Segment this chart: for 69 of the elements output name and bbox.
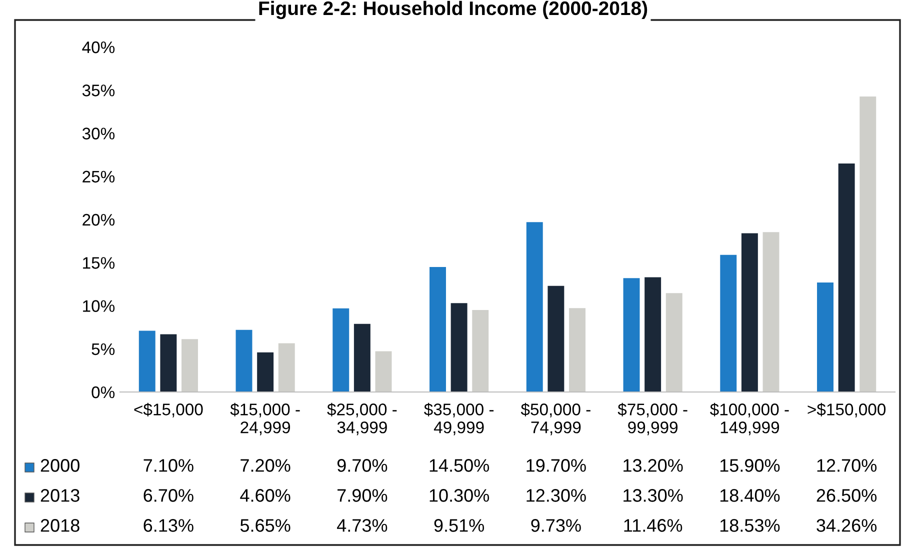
bar [278, 343, 295, 392]
data-label: 5.65% [240, 519, 290, 532]
legend-label: 2000 [40, 459, 80, 472]
data-label: 14.50% [430, 459, 490, 472]
data-label: 9.70% [337, 459, 388, 472]
data-label: 18.40% [720, 489, 780, 502]
x-tick-label: $25,000 - 34,999 [327, 402, 397, 436]
data-label: 7.90% [338, 489, 388, 502]
data-label: 7.10% [144, 459, 194, 472]
data-label: 15.90% [720, 459, 780, 472]
data-label: 9.51% [434, 519, 484, 532]
bar [817, 282, 834, 392]
data-label: 34.26% [816, 519, 877, 532]
bar [569, 308, 586, 392]
legend-label: 2018 [40, 519, 80, 532]
x-tick-label: $75,000 - 99,999 [618, 402, 688, 436]
bar [860, 96, 876, 392]
data-label: 10.30% [430, 489, 490, 502]
data-label: 11.46% [624, 519, 682, 532]
bar [472, 310, 489, 392]
data-label: 4.60% [240, 489, 290, 502]
bar [548, 286, 564, 392]
x-tick-label: <$15,000 [134, 402, 203, 418]
y-tick-label: 30% [82, 128, 115, 140]
data-label: 12.30% [526, 489, 586, 502]
data-label: 4.73% [337, 519, 388, 532]
chart-title: Figure 2-2: Household Income (2000-2018) [259, 0, 648, 20]
bar [623, 278, 640, 392]
y-tick-label: 20% [82, 214, 115, 226]
data-label: 13.20% [624, 459, 683, 472]
bar [354, 324, 370, 392]
y-tick-label: 40% [82, 41, 115, 54]
data-label: 19.70% [526, 459, 586, 472]
data-label: 6.70% [144, 489, 194, 502]
bar [332, 308, 350, 392]
bar [838, 163, 855, 392]
data-label: 13.30% [624, 489, 683, 502]
bar [182, 339, 198, 392]
y-tick-label: 15% [83, 257, 115, 269]
bar [762, 232, 780, 392]
bar [236, 330, 252, 392]
y-tick-label: 25% [82, 170, 115, 183]
bar [257, 352, 274, 392]
bar [160, 334, 177, 392]
bar [526, 222, 543, 392]
bar [375, 351, 392, 392]
data-label: 26.50% [816, 489, 877, 502]
data-label: 9.73% [531, 519, 581, 532]
data-label: 6.13% [144, 519, 194, 532]
x-tick-label: $15,000 - 24,999 [230, 402, 300, 436]
bar [720, 254, 737, 392]
x-tick-label: $50,000 - 74,999 [520, 402, 590, 436]
data-label: 12.70% [817, 459, 877, 472]
y-tick-label: 35% [82, 84, 115, 96]
bar [666, 293, 682, 392]
legend-label: 2013 [40, 489, 80, 502]
bar [430, 266, 446, 392]
bar [644, 277, 662, 392]
bar [138, 330, 156, 392]
x-tick-label: >$150,000 [808, 402, 886, 418]
bar [741, 233, 758, 392]
bar [450, 303, 468, 392]
y-tick-label: 0% [92, 386, 115, 398]
x-tick-label: $35,000 - 49,999 [424, 402, 494, 436]
data-label: 18.53% [720, 519, 780, 532]
data-label: 7.20% [240, 459, 290, 472]
x-tick-label: $100,000 - 149,999 [710, 402, 789, 436]
y-tick-label: 10% [83, 300, 115, 312]
y-tick-label: 5% [92, 343, 115, 356]
